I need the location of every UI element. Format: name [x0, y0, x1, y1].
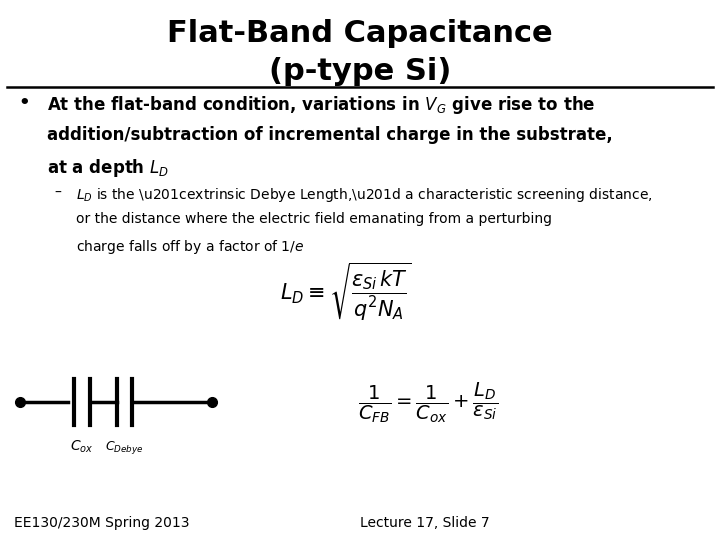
Text: Flat-Band Capacitance: Flat-Band Capacitance [167, 19, 553, 48]
Text: $\dfrac{1}{C_{FB}} = \dfrac{1}{C_{ox}} + \dfrac{L_D}{\varepsilon_{Si}}$: $\dfrac{1}{C_{FB}} = \dfrac{1}{C_{ox}} +… [359, 380, 498, 424]
Text: at a depth $L_D$: at a depth $L_D$ [47, 157, 169, 179]
Text: $L_D$ is the \u201cextrinsic Debye Length,\u201d a characteristic screening dist: $L_D$ is the \u201cextrinsic Debye Lengt… [76, 186, 652, 204]
Text: –: – [54, 186, 61, 200]
Text: Lecture 17, Slide 7: Lecture 17, Slide 7 [360, 516, 490, 530]
Text: charge falls off by a factor of $1/e$: charge falls off by a factor of $1/e$ [76, 238, 304, 256]
Text: •: • [18, 94, 30, 112]
Text: EE130/230M Spring 2013: EE130/230M Spring 2013 [14, 516, 190, 530]
Text: $L_D \equiv \sqrt{\dfrac{\varepsilon_{Si}\,kT}{q^2 N_A}}$: $L_D \equiv \sqrt{\dfrac{\varepsilon_{Si… [280, 261, 411, 322]
Text: addition/subtraction of incremental charge in the substrate,: addition/subtraction of incremental char… [47, 126, 613, 144]
Text: or the distance where the electric field emanating from a perturbing: or the distance where the electric field… [76, 212, 552, 226]
Text: $C_{ox}$: $C_{ox}$ [71, 438, 94, 455]
Text: (p-type Si): (p-type Si) [269, 57, 451, 86]
Text: $C_{Debye}$: $C_{Debye}$ [105, 438, 144, 456]
Text: At the flat-band condition, variations in $V_G$ give rise to the: At the flat-band condition, variations i… [47, 94, 595, 117]
